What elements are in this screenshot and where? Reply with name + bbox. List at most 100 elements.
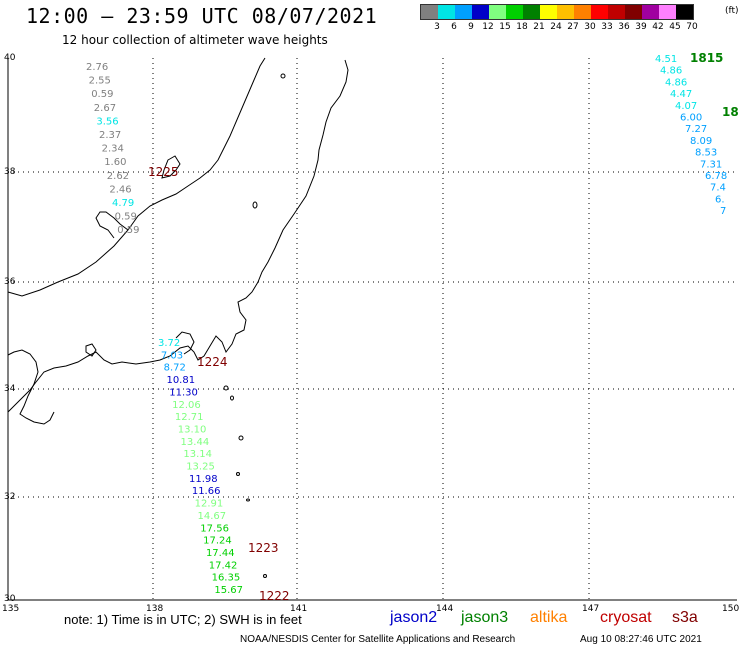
lon-label: 144 <box>436 604 453 614</box>
scale-label: 27 <box>567 22 579 32</box>
izu-peninsula <box>175 331 195 355</box>
coastline <box>7 57 349 425</box>
lat-label: 30 <box>4 594 16 604</box>
lon-label: 150 <box>722 604 739 614</box>
track-label: 2.55 <box>89 76 111 87</box>
scale-label: 18 <box>516 22 528 32</box>
scale-swatch <box>608 5 625 19</box>
track-label: 0.59 <box>115 212 137 223</box>
japan-sea-coast <box>7 57 266 297</box>
legend-cryosat: cryosat <box>600 609 652 626</box>
lat-label: 32 <box>4 492 15 502</box>
track-label: 12.06 <box>172 400 201 411</box>
track-label: 1224 <box>197 355 228 369</box>
track-label: 8.53 <box>695 148 717 159</box>
track-label: 13.44 <box>181 437 210 448</box>
track-label: 6.78 <box>705 171 727 182</box>
scale-label: 15 <box>499 22 511 32</box>
track-label: 4.51 <box>655 54 677 65</box>
scale-swatch <box>676 5 693 19</box>
page-title: 12:00 – 23:59 UTC 08/07/2021 <box>26 4 378 28</box>
track-label: 18 <box>722 105 739 119</box>
west-track: 2.76 2.55 0.59 2.67 3.56 2.37 2.34 1.60 2.62 2.46… <box>86 62 179 236</box>
track-label: 2.62 <box>107 171 129 182</box>
track-label: 7.31 <box>700 159 722 170</box>
scale-swatch <box>642 5 659 19</box>
track-label: 15.67 <box>214 585 243 596</box>
track-label: 1222 <box>259 589 290 603</box>
track-label: 2.37 <box>99 130 121 141</box>
lon-labels: 135 138 141 144 147 150 <box>2 604 739 614</box>
track-label: 7.03 <box>161 350 183 361</box>
scale-swatch <box>421 5 438 19</box>
island <box>238 435 244 441</box>
track-label: 10.81 <box>166 375 195 386</box>
track-label: 2.76 <box>86 62 108 73</box>
scale-label: 39 <box>635 22 647 32</box>
lat-labels: 40 38 36 34 32 30 <box>4 53 16 604</box>
scale-swatch <box>506 5 523 19</box>
track-label: 14.67 <box>197 511 226 522</box>
track-label: 17.24 <box>203 536 232 547</box>
track-label: 17.56 <box>200 523 229 534</box>
scale-label: 9 <box>468 22 474 32</box>
scale-label: 30 <box>584 22 596 32</box>
scale-swatch <box>489 5 506 19</box>
track-label: 13.25 <box>186 462 215 473</box>
scale-swatch <box>557 5 574 19</box>
track-label: 0.59 <box>117 225 139 236</box>
track-label: 2.34 <box>102 144 124 155</box>
credit-text: NOAA/NESDIS Center for Satellite Applica… <box>240 634 516 645</box>
track-label: 3.72 <box>158 338 180 349</box>
scale-swatch <box>540 5 557 19</box>
lon-label: 147 <box>582 604 599 614</box>
color-scale-labels: 3 6 9 12 15 18 21 24 27 30 33 36 39 42 45 70 <box>420 20 698 34</box>
track-label: 13.10 <box>178 424 207 435</box>
track-label: 8.09 <box>690 136 712 147</box>
track-label: 11.66 <box>192 486 221 497</box>
lat-label: 38 <box>4 167 16 177</box>
noto-peninsula <box>95 211 129 239</box>
track-label: 1.60 <box>104 157 126 168</box>
scale-label: 42 <box>652 22 664 32</box>
track-label: 7.27 <box>685 124 707 135</box>
lat-label: 34 <box>4 384 16 394</box>
islands <box>223 73 286 578</box>
scale-label: 45 <box>669 22 681 32</box>
legend-jason3: jason3 <box>461 609 509 626</box>
scale-swatch <box>574 5 591 19</box>
track-label: 0.59 <box>91 89 113 100</box>
track-label: 4.79 <box>112 198 134 209</box>
track-label: 1223 <box>248 541 279 555</box>
scale-label: 24 <box>550 22 562 32</box>
track-label: 1225 <box>148 165 179 179</box>
track-label: 13.14 <box>183 449 212 460</box>
footer-note: note: 1) Time is in UTC; 2) SWH is in fe… <box>64 612 302 627</box>
island <box>263 574 267 578</box>
lon-label: 141 <box>290 604 307 614</box>
track-label: 11.98 <box>189 474 218 485</box>
track-label: 8.72 <box>164 363 186 374</box>
track-label: 3.56 <box>96 116 118 127</box>
track-label: 11.30 <box>169 387 198 398</box>
island <box>236 472 240 476</box>
lat-label: 40 <box>4 53 16 63</box>
track-label: 16.35 <box>212 573 241 584</box>
track-label: 12.91 <box>195 499 224 510</box>
graticule <box>8 58 737 600</box>
east-track: 4.514.864.864.474.076.007.278.098.537.31… <box>655 51 739 217</box>
scale-swatch <box>625 5 642 19</box>
track-label: 4.86 <box>660 66 682 77</box>
color-scale: 3 6 9 12 15 18 21 24 27 30 33 36 39 42 45 70 (ft) <box>420 4 739 34</box>
scale-swatch <box>591 5 608 19</box>
scale-label: 3 <box>434 22 440 32</box>
legend-altika: altika <box>530 609 568 626</box>
legend-s3a: s3a <box>672 609 698 626</box>
track-label: 6.00 <box>680 113 702 124</box>
scale-label: 6 <box>451 22 457 32</box>
scale-label: 70 <box>686 22 698 32</box>
island <box>280 73 286 79</box>
lat-label: 36 <box>4 277 16 287</box>
